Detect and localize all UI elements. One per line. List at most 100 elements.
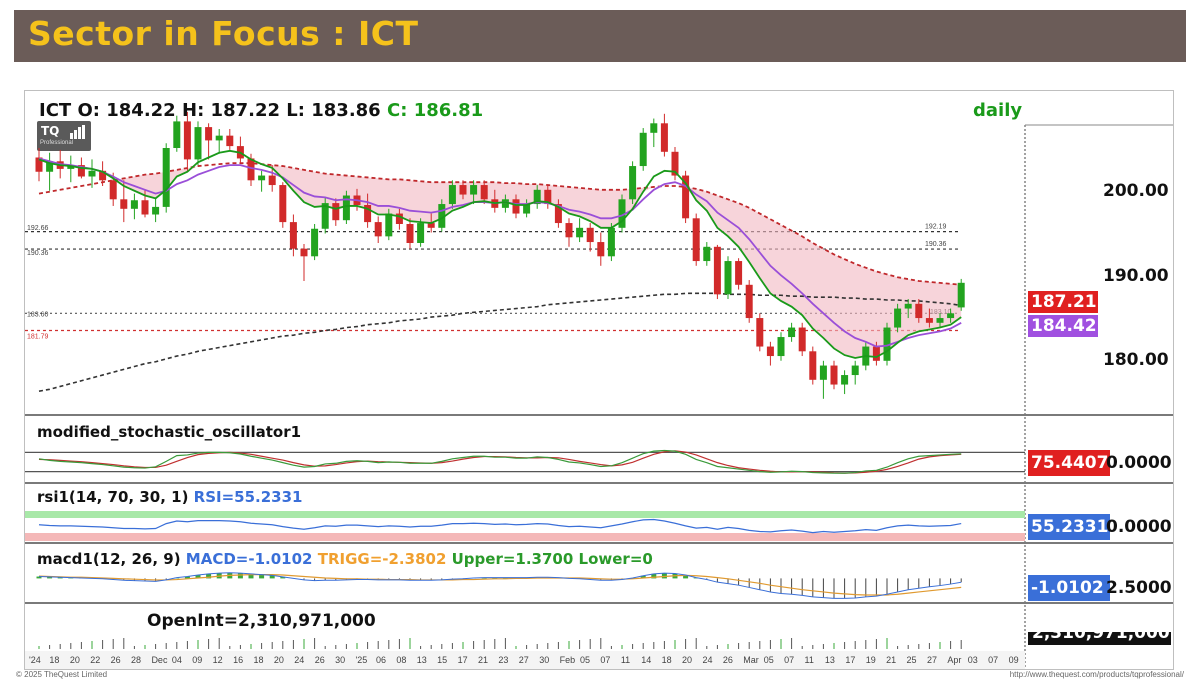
candle-body bbox=[745, 284, 753, 319]
candle-body bbox=[777, 337, 785, 357]
x-axis-tick-label: 16 bbox=[233, 655, 243, 665]
level-label-left: 190.36 bbox=[27, 250, 49, 257]
candle-body bbox=[618, 199, 626, 228]
x-axis-tick-label: 17 bbox=[845, 655, 855, 665]
x-axis-tick-label: 18 bbox=[662, 655, 672, 665]
low-label: L: bbox=[286, 100, 305, 121]
level-label-left: 181.79 bbox=[27, 333, 49, 340]
x-axis-strip bbox=[25, 651, 1025, 669]
candle-body bbox=[512, 199, 520, 214]
high-value: 187.22 bbox=[210, 100, 281, 121]
x-axis-tick-label: Mar bbox=[743, 655, 759, 665]
x-axis-tick-label: 05 bbox=[580, 655, 590, 665]
candle-body bbox=[788, 327, 796, 338]
candle-body bbox=[459, 185, 467, 195]
x-axis-tick-label: 05 bbox=[764, 655, 774, 665]
x-axis-tick-label: 04 bbox=[172, 655, 182, 665]
x-axis-tick-label: 21 bbox=[886, 655, 896, 665]
candle-body bbox=[258, 175, 266, 181]
logo: TQ Professional bbox=[37, 121, 91, 151]
stochastic-value-box: 75.4407 bbox=[1028, 450, 1110, 476]
candle-body bbox=[226, 135, 234, 147]
candle-body bbox=[841, 375, 849, 385]
candle-body bbox=[77, 165, 85, 177]
logo-subtext: Professional bbox=[40, 140, 74, 146]
candle-body bbox=[554, 204, 562, 224]
candle-body bbox=[374, 222, 382, 237]
candle-body bbox=[756, 318, 764, 347]
candle-body bbox=[576, 227, 584, 238]
level-label-right: 192.19 bbox=[925, 224, 947, 231]
footer-url[interactable]: http://www.thequest.com/products/tqprofe… bbox=[1009, 670, 1184, 679]
x-axis-tick-label: 25 bbox=[907, 655, 917, 665]
ma-price-box: 184.42 bbox=[1028, 315, 1098, 337]
candle-body bbox=[544, 189, 552, 205]
x-axis-tick-label: 07 bbox=[600, 655, 610, 665]
x-axis-tick-label: 07 bbox=[988, 655, 998, 665]
x-axis-tick-label: 03 bbox=[968, 655, 978, 665]
chart-frame[interactable]: ICT O: 184.22 H: 187.22 L: 183.86 C: 186… bbox=[24, 90, 1174, 670]
openint-label: OpenInt=2,310,971,000 bbox=[147, 611, 376, 631]
candle-body bbox=[99, 170, 107, 181]
banner-title: Sector in Focus : ICT bbox=[28, 14, 419, 53]
candle-body bbox=[342, 195, 350, 221]
macd-label: macd1(12, 26, 9) MACD=-1.0102 TRIGG=-2.3… bbox=[37, 550, 653, 568]
level-label-left: 183.60 bbox=[27, 311, 49, 318]
openint-axis: 2,310,971,000 bbox=[1032, 632, 1170, 643]
candle-body bbox=[501, 199, 509, 208]
candle-body bbox=[311, 228, 319, 257]
ohlc-header: ICT O: 184.22 H: 187.22 L: 183.86 C: 186… bbox=[39, 100, 483, 121]
panel-separator[interactable] bbox=[25, 414, 1173, 416]
candle-body bbox=[205, 127, 213, 141]
panel-separator[interactable] bbox=[25, 482, 1173, 484]
candle-body bbox=[120, 199, 128, 209]
candle-body bbox=[904, 303, 912, 309]
x-axis-tick-label: 09 bbox=[1009, 655, 1019, 665]
close-label: C: bbox=[387, 100, 408, 121]
bar-chart-icon bbox=[70, 125, 86, 139]
chart-canvas[interactable]: 192.66 190.36 183.60 181.79 192.19 190.36 183.… bbox=[25, 91, 1173, 669]
candle-body bbox=[660, 123, 668, 152]
panel-separator[interactable] bbox=[25, 542, 1173, 544]
low-value: 183.86 bbox=[311, 100, 381, 121]
candle-body bbox=[67, 165, 75, 169]
x-axis-tick-label: Dec bbox=[151, 655, 168, 665]
x-axis-tick-label: 23 bbox=[498, 655, 508, 665]
macd-line bbox=[38, 572, 962, 599]
candle-body bbox=[438, 204, 446, 228]
macd-value-box: -1.0102 bbox=[1028, 575, 1110, 601]
x-axis-tick-label: 18 bbox=[49, 655, 59, 665]
candle-body bbox=[332, 203, 340, 221]
symbol-label: ICT bbox=[39, 100, 72, 121]
candle-body bbox=[395, 213, 403, 224]
x-axis-tick-label: 19 bbox=[866, 655, 876, 665]
candle-body bbox=[523, 204, 531, 214]
candle-body bbox=[268, 175, 276, 186]
rsi-value-box: 55.2331 bbox=[1028, 514, 1110, 540]
candle-body bbox=[947, 313, 955, 319]
x-axis-tick-label: 20 bbox=[70, 655, 80, 665]
period-label[interactable]: daily bbox=[973, 100, 1023, 121]
rsi-params: rsi1(14, 70, 30, 1) bbox=[37, 488, 189, 506]
stoch-k-line bbox=[38, 449, 962, 474]
candle-body bbox=[152, 206, 160, 215]
candle-body bbox=[830, 365, 838, 385]
stochastic-axis: 0.0000 bbox=[1106, 453, 1172, 473]
candle-body bbox=[417, 223, 425, 243]
x-axis-tick-label: 12 bbox=[213, 655, 223, 665]
panel-separator[interactable] bbox=[25, 602, 1173, 604]
candle-body bbox=[141, 200, 149, 215]
x-axis-tick-label: 13 bbox=[825, 655, 835, 665]
price-tick-190: 190.00 bbox=[1103, 266, 1169, 286]
x-axis-tick-label: 17 bbox=[458, 655, 468, 665]
level-label-right: 190.36 bbox=[925, 241, 947, 248]
close-price-box: 187.21 bbox=[1028, 291, 1098, 313]
macd-trigger-line bbox=[38, 574, 962, 596]
x-axis-tick-label: Feb bbox=[560, 655, 576, 665]
x-axis-tick-label: 13 bbox=[417, 655, 427, 665]
candle-body bbox=[639, 132, 647, 167]
candle-body bbox=[925, 318, 933, 323]
candle-body bbox=[682, 175, 690, 219]
candle-body bbox=[364, 205, 372, 223]
ma-cloud bbox=[39, 163, 962, 358]
